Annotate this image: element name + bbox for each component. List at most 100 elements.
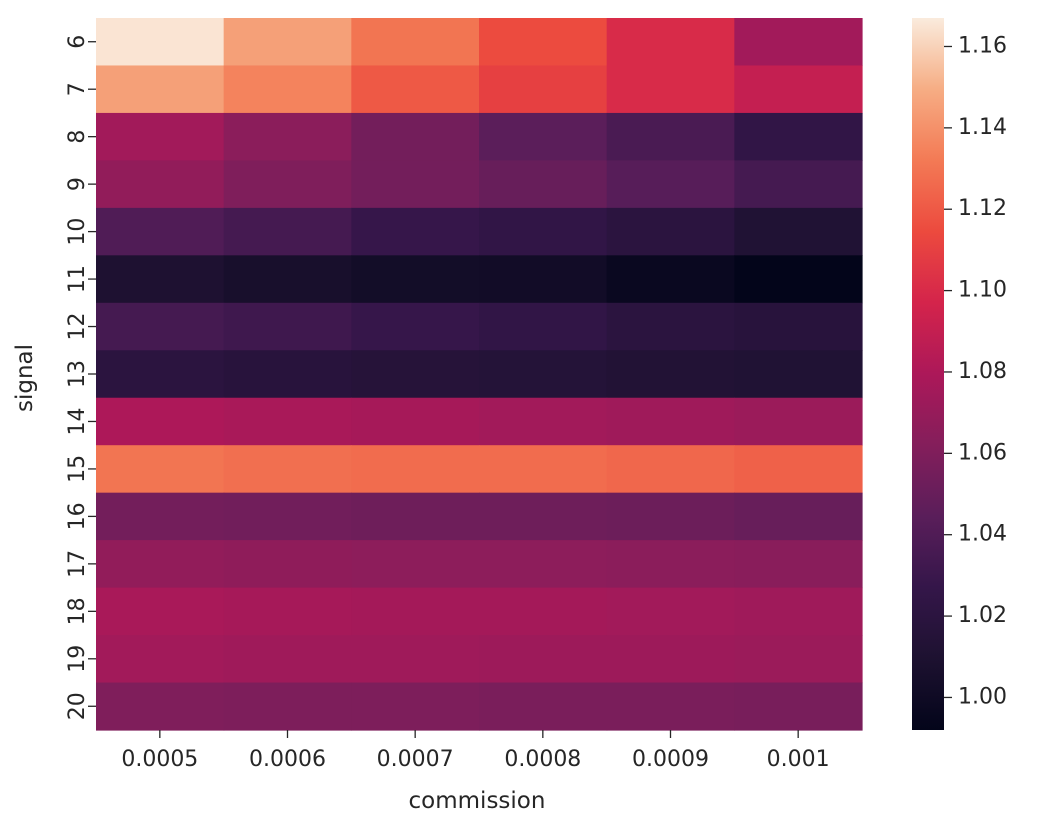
heatmap-cell (351, 65, 480, 114)
x-axis-title: commission (409, 788, 546, 814)
heatmap-cells (96, 18, 863, 731)
heatmap-cell (606, 492, 735, 541)
heatmap-cell (606, 587, 735, 636)
colorbar-tick-label: 1.14 (958, 115, 1007, 140)
x-axis-ticks: 0.0005 0.0006 0.0007 0.0008 0.0009 0.001 (121, 730, 830, 772)
y-axis-ticks: 6 7 8 9 10 11 12 13 14 15 16 17 18 19 20 (65, 35, 96, 720)
heatmap-cell (479, 112, 608, 161)
y-tick-label: 7 (65, 82, 90, 96)
heatmap-cell (734, 207, 863, 256)
heatmap-cell (351, 397, 480, 446)
colorbar-tick-label: 1.00 (958, 684, 1007, 709)
heatmap-cell (479, 65, 608, 114)
heatmap-cell (223, 207, 352, 256)
heatmap-cell (606, 18, 735, 67)
colorbar-tick-label: 1.04 (958, 522, 1007, 547)
heatmap-cell (96, 682, 225, 731)
y-tick-label: 16 (65, 502, 90, 530)
heatmap-cell (223, 160, 352, 209)
heatmap-cell (96, 635, 225, 684)
heatmap-cell (96, 397, 225, 446)
y-tick-label: 15 (65, 455, 90, 483)
heatmap-cell (479, 18, 608, 67)
heatmap-cell (351, 255, 480, 304)
heatmap-cell (479, 255, 608, 304)
heatmap-cell (351, 540, 480, 589)
heatmap-cell (223, 397, 352, 446)
heatmap-cell (606, 112, 735, 161)
heatmap-cell (223, 65, 352, 114)
y-axis-title: signal (12, 344, 38, 412)
heatmap-cell (479, 540, 608, 589)
heatmap-cell (96, 207, 225, 256)
heatmap-cell (351, 18, 480, 67)
heatmap-cell (606, 682, 735, 731)
y-tick-label: 11 (65, 265, 90, 293)
heatmap-cell (734, 255, 863, 304)
heatmap-cell (96, 112, 225, 161)
heatmap-cell (223, 492, 352, 541)
y-tick-label: 17 (65, 550, 90, 578)
heatmap-cell (479, 160, 608, 209)
heatmap-cell (606, 635, 735, 684)
heatmap-cell (223, 350, 352, 399)
x-tick-label: 0.0008 (504, 747, 581, 772)
heatmap-cell (734, 112, 863, 161)
heatmap-cell (96, 350, 225, 399)
x-tick-label: 0.001 (767, 747, 830, 772)
heatmap-cell (479, 635, 608, 684)
heatmap-cell (479, 492, 608, 541)
y-tick-label: 20 (65, 692, 90, 720)
heatmap-cell (606, 207, 735, 256)
heatmap-cell (606, 445, 735, 494)
y-tick-label: 6 (65, 35, 90, 49)
heatmap-cell (479, 587, 608, 636)
heatmap-cell (96, 445, 225, 494)
heatmap-cell (351, 160, 480, 209)
heatmap-cell (734, 302, 863, 351)
heatmap-cell (479, 445, 608, 494)
heatmap-cell (96, 65, 225, 114)
y-tick-label: 12 (65, 313, 90, 341)
heatmap-cell (606, 540, 735, 589)
colorbar: 1.00 1.02 1.04 1.06 1.08 1.10 1.12 1.14 1.16 (912, 18, 1007, 730)
heatmap-cell (734, 635, 863, 684)
heatmap-cell (223, 18, 352, 67)
heatmap-cell (479, 682, 608, 731)
heatmap-cell (606, 65, 735, 114)
heatmap-cell (96, 255, 225, 304)
x-tick-label: 0.0007 (377, 747, 454, 772)
heatmap-cell (223, 255, 352, 304)
heatmap-cell (223, 587, 352, 636)
y-tick-label: 13 (65, 360, 90, 388)
x-tick-label: 0.0009 (632, 747, 709, 772)
heatmap-cell (606, 302, 735, 351)
colorbar-tick-label: 1.02 (958, 603, 1007, 628)
y-tick-label: 10 (65, 218, 90, 246)
x-tick-label: 0.0005 (121, 747, 198, 772)
heatmap-cell (734, 350, 863, 399)
colorbar-tick-label: 1.12 (958, 196, 1007, 221)
heatmap-cell (96, 160, 225, 209)
heatmap-cell (734, 65, 863, 114)
heatmap-cell (734, 540, 863, 589)
heatmap-cell (606, 350, 735, 399)
colorbar-tick-label: 1.16 (958, 33, 1007, 58)
heatmap-cell (223, 682, 352, 731)
heatmap-cell (479, 350, 608, 399)
x-tick-label: 0.0006 (249, 747, 326, 772)
heatmap-cell (96, 540, 225, 589)
heatmap-cell (96, 587, 225, 636)
y-tick-label: 9 (65, 177, 90, 191)
colorbar-tick-label: 1.08 (958, 359, 1007, 384)
heatmap-cell (223, 635, 352, 684)
heatmap-cell (734, 160, 863, 209)
heatmap-cell (479, 397, 608, 446)
heatmap-cell (606, 397, 735, 446)
heatmap-cell (96, 492, 225, 541)
y-tick-label: 19 (65, 645, 90, 673)
heatmap-cell (351, 207, 480, 256)
heatmap-cell (351, 587, 480, 636)
heatmap-cell (351, 302, 480, 351)
